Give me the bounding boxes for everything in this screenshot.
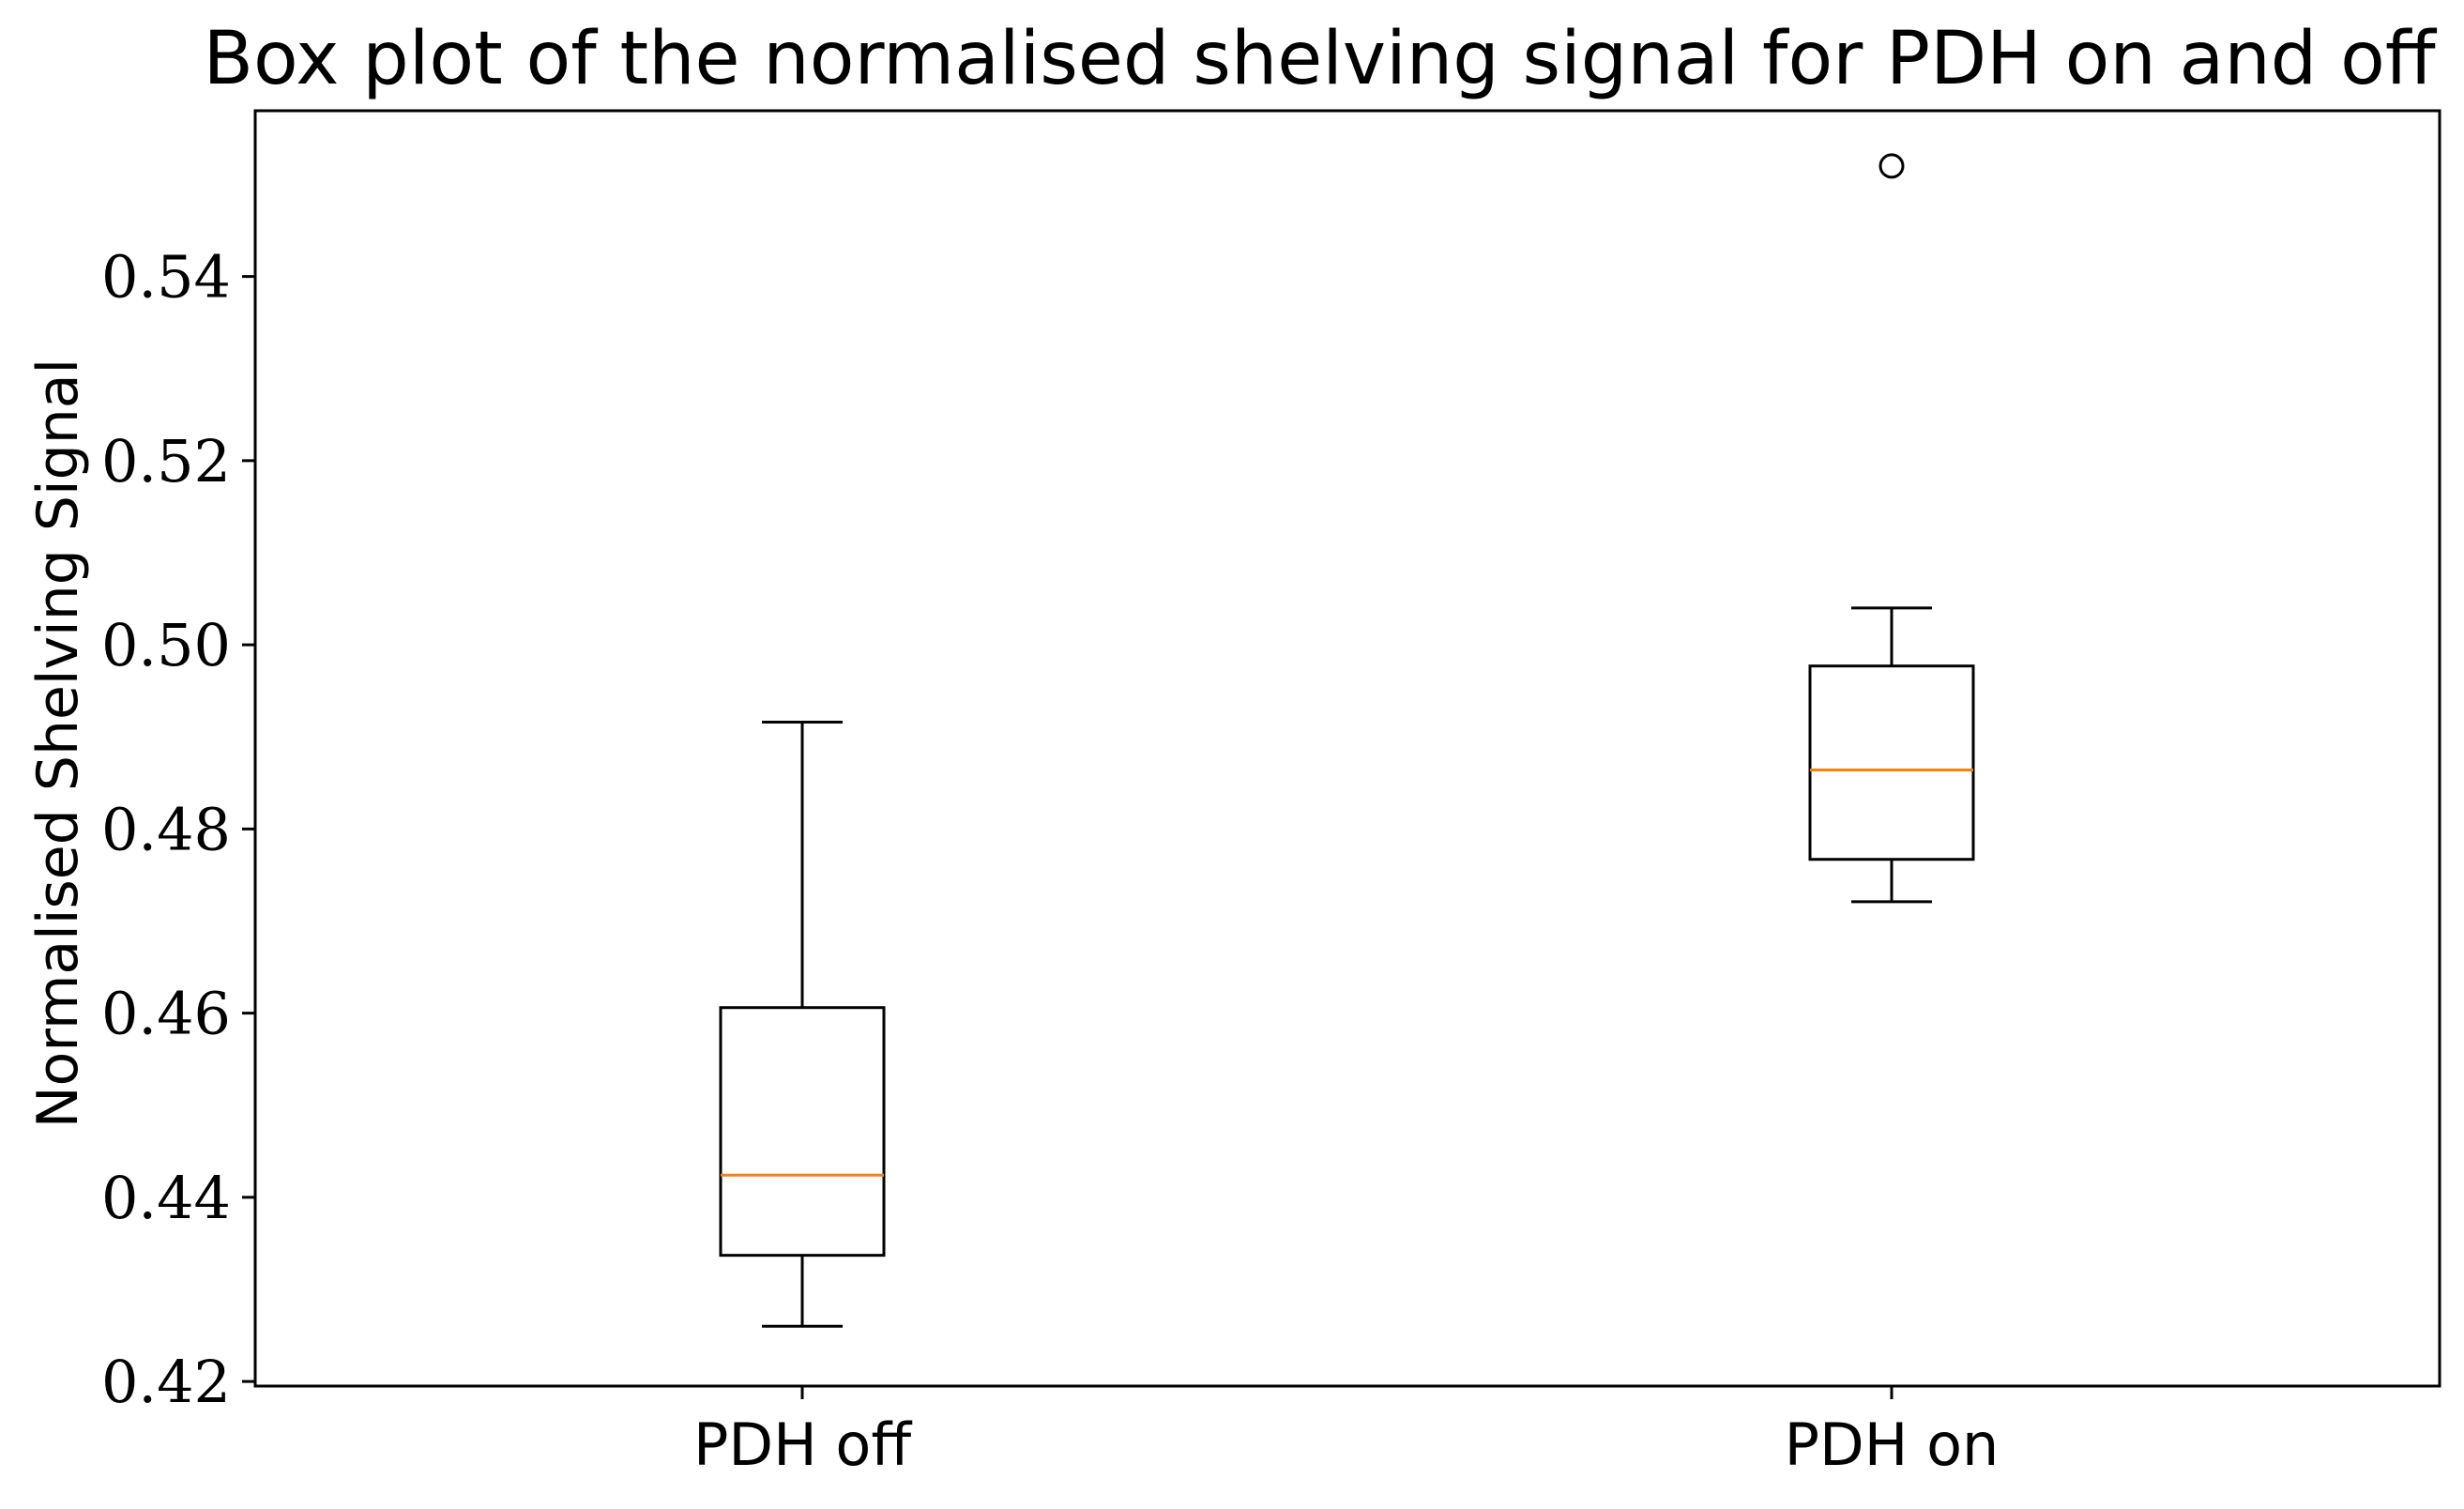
y-axis-label: Normalised Shelving Signal (25, 358, 91, 1128)
pdh-off-box (719, 1006, 886, 1258)
pdh-on-outlier-point (1878, 153, 1905, 179)
chart-title: Box plot of the normalised shelving sign… (203, 17, 2437, 101)
y-tick-label: 0.44 (101, 1164, 231, 1232)
plot-frame (253, 109, 2441, 1388)
y-tick-label: 0.52 (101, 427, 231, 495)
y-tick-label: 0.54 (101, 243, 231, 312)
plot-area: 0.42 0.44 0.46 0.48 0.50 0.52 0.54 PDH off PDH o… (101, 109, 2441, 1479)
y-tick-label: 0.48 (101, 795, 231, 863)
y-tick-label: 0.42 (101, 1348, 231, 1416)
y-tick-label: 0.50 (101, 611, 231, 679)
x-tick-label-pdh-off: PDH off (693, 1410, 912, 1479)
pdh-on-box (1808, 664, 1975, 861)
y-tick-label: 0.46 (101, 980, 231, 1048)
x-tick-label-pdh-on: PDH on (1785, 1410, 2000, 1479)
